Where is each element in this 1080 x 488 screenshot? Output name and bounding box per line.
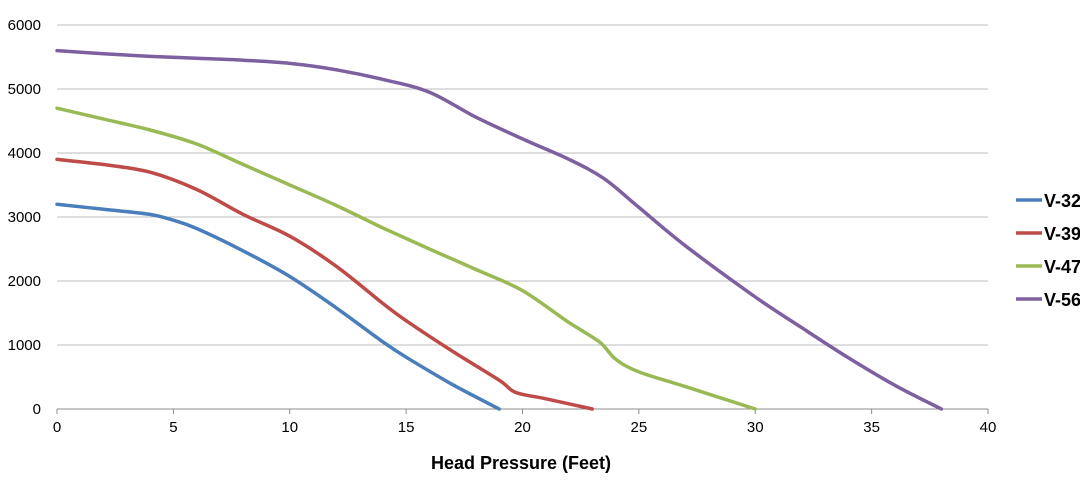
x-tick-labels: 0 5 10 15 20 25 30 35 40: [53, 419, 997, 436]
y-tick-label: 6000: [8, 17, 41, 34]
x-tick-label: 0: [53, 419, 61, 436]
legend-label-v-32: V-32: [1044, 191, 1080, 211]
y-tick-label: 1000: [8, 337, 41, 354]
x-tick-label: 20: [514, 419, 531, 436]
legend-label-v-56: V-56: [1044, 290, 1080, 310]
gridlines: [57, 24, 988, 346]
series-lines: [55, 48, 944, 411]
y-tick-label: 3000: [8, 209, 41, 226]
legend: V-32 V-39 V-47 V-56: [1016, 191, 1080, 310]
x-tick-label: 35: [863, 419, 880, 436]
series-line-v-56: [55, 48, 944, 411]
series-line-v-39: [55, 157, 595, 411]
y-tick-label: 4000: [8, 145, 41, 162]
x-tick-label: 25: [631, 419, 648, 436]
x-tick-label: 10: [281, 419, 298, 436]
series-line-v-47: [55, 106, 758, 411]
y-tick-labels: 0 1000 2000 3000 4000 5000 6000: [8, 17, 41, 418]
x-axis-title: Head Pressure (Feet): [431, 453, 611, 473]
y-tick-label: 2000: [8, 273, 41, 290]
x-tick-label: 15: [398, 419, 415, 436]
legend-label-v-39: V-39: [1044, 224, 1080, 244]
x-tick-label: 5: [169, 419, 177, 436]
x-axis: 0 5 10 15 20 25 30 35 40: [53, 408, 997, 436]
y-tick-label: 0: [33, 401, 41, 418]
x-tick-marks: [56, 409, 989, 414]
y-tick-label: 5000: [8, 81, 41, 98]
legend-label-v-47: V-47: [1044, 257, 1080, 277]
series-line-v-32: [55, 202, 501, 411]
x-tick-label: 40: [980, 419, 997, 436]
x-tick-label: 30: [747, 419, 764, 436]
